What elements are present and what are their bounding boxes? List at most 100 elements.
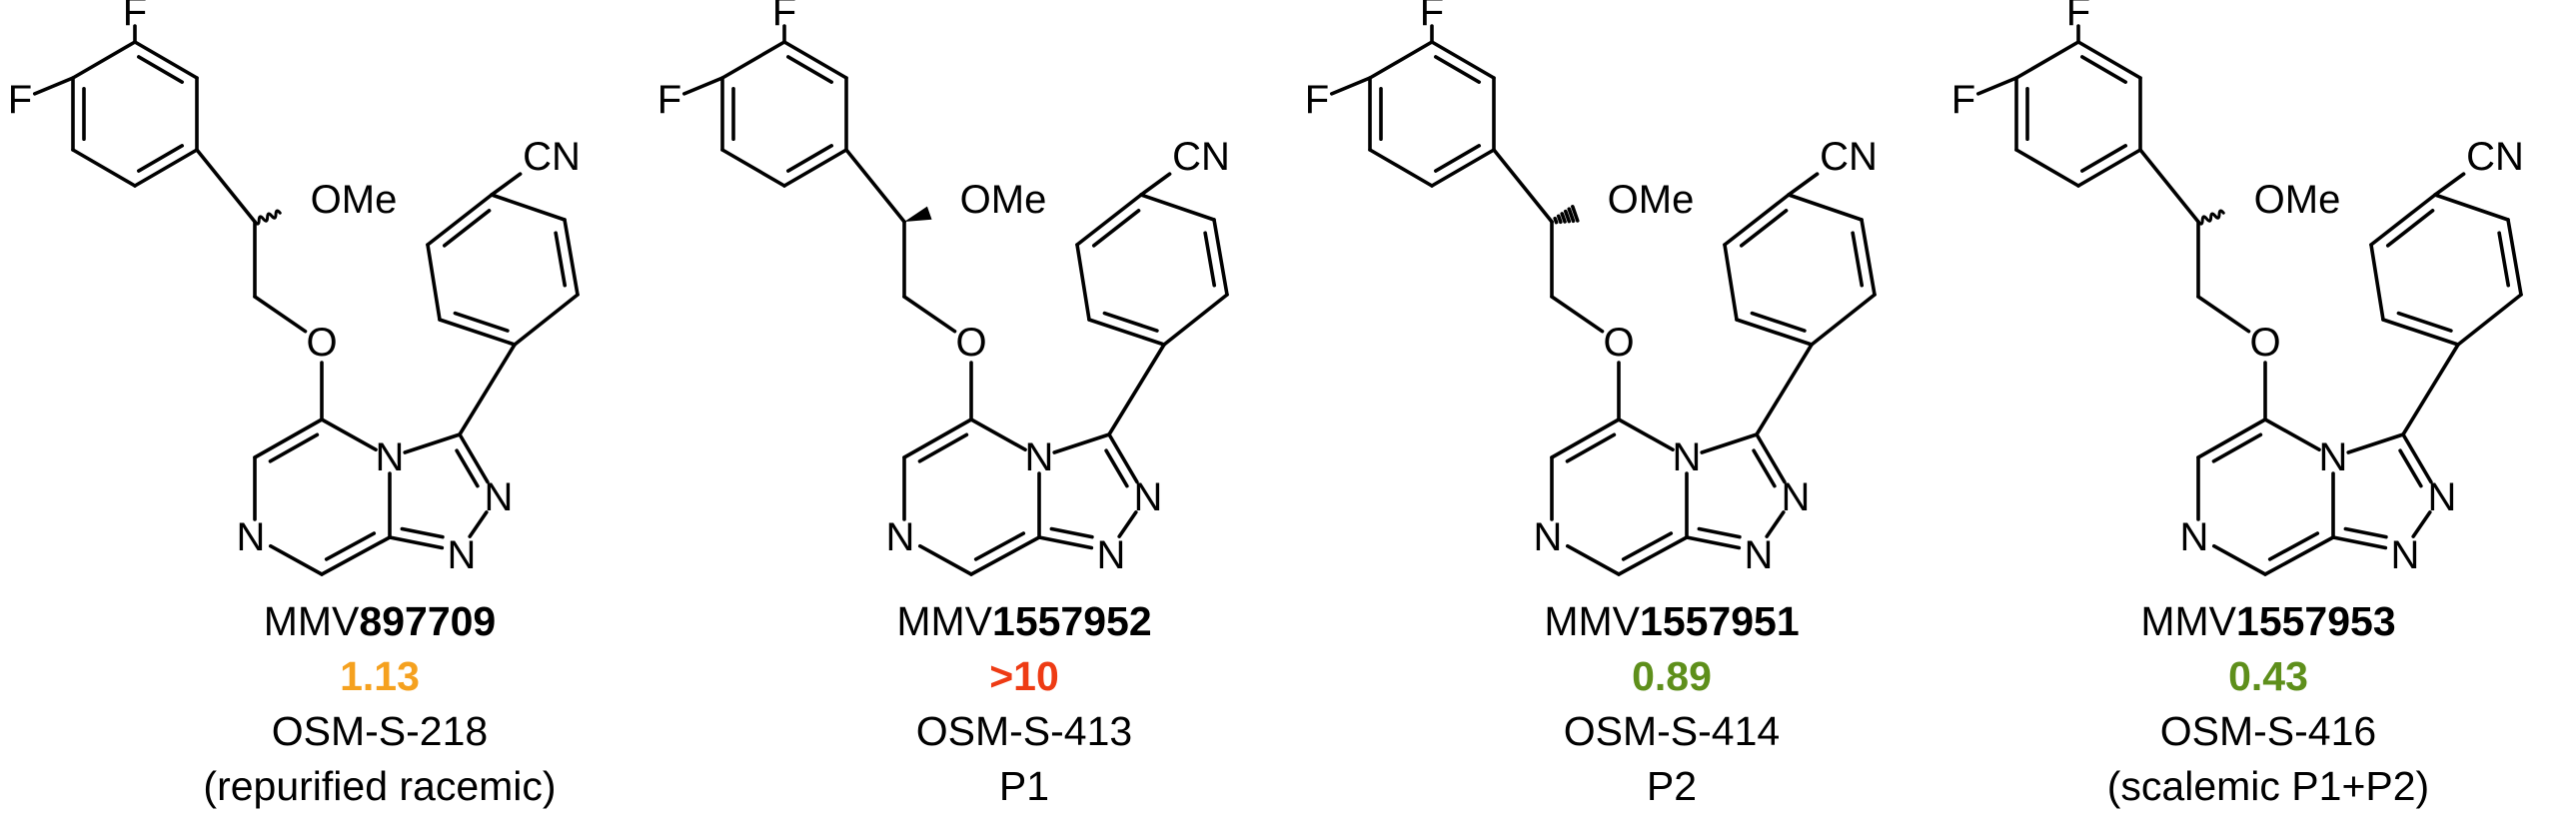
hash-stereo-bond [1556,214,1563,225]
double-bond-line [137,55,185,84]
osm-code: OSM-S-416 [2159,708,2377,754]
aryl-ch-bond [2138,148,2200,224]
double-bond-line [137,144,185,173]
biaryl-bond [1755,343,1814,436]
ring-bond [2411,510,2432,538]
id-prefix: MMV [1544,598,1641,644]
compound-caption-3: MMV1557951 0.89 OSM-S-414 P2 [1372,594,1971,814]
aryl-ring-bond [513,293,580,347]
double-bond-line [1104,448,1129,488]
compound-caption-1: MMV897709 1.13 OSM-S-218 (repurified rac… [80,594,679,814]
aryl-ring-bond [2506,218,2523,297]
compound-note: P1 [998,763,1050,809]
aryl-cn-bond [1139,172,1172,197]
double-bond-line [453,311,510,333]
ring-bond [268,543,324,576]
double-bond-line [442,209,492,248]
ring-bond [1117,510,1138,538]
double-bond-line [1851,231,1865,288]
ic50-value: 0.43 [2228,653,2308,699]
nitrogen-atom-label: N [2180,515,2209,559]
ring-bond [2346,432,2405,454]
ring-bond [253,418,324,459]
aryl-ring-bond [2014,148,2080,188]
double-bond-line [1434,55,1482,84]
hash-stereo-bond [1563,209,1572,224]
compound-id: MMV1557951 [1372,594,1971,649]
double-bond-line [2267,531,2320,561]
ring-bond [1052,432,1111,454]
double-bond-line [455,448,480,488]
double-bond-line [2396,311,2453,333]
aryl-ring-bond [1368,148,1434,188]
aryl-ring-bond [2456,293,2523,347]
ring-bond [1617,418,1675,451]
double-bond-line [2080,55,2128,84]
compound-note: (scalemic P1+P2) [2106,763,2430,809]
ring-bond [458,432,490,484]
methoxy-label: OMe [311,178,398,222]
aryl-ring-bond [438,318,517,347]
aryl-cn-bond [2433,172,2466,197]
aryl-ring-bond [426,243,442,322]
double-bond-line [786,144,834,173]
fluorine-atom-label: F [123,0,147,34]
aryl-ring-bond [71,40,137,80]
id-prefix: MMV [896,598,993,644]
nitrile-label: CN [1820,135,1878,179]
ring-bond [468,510,489,538]
ch2-o-bond [2196,295,2251,334]
compound-id: MMV1557953 [1968,594,2568,649]
nitrogen-atom-label: N [376,435,405,479]
aryl-ring-bond [1787,193,1864,222]
fluorine-atom-label: F [772,0,796,34]
nitrogen-atom-label: N [1782,475,1811,519]
aryl-ring-bond [1139,193,1216,222]
compound-note: (repurified racemic) [203,763,557,809]
nitrile-label: CN [1172,135,1230,179]
aryl-ring-bond [2076,40,2142,80]
double-bond-line [1102,311,1159,333]
double-bond-line [1091,209,1141,248]
aryl-ring-bond [2433,193,2510,222]
ring-bond [2263,418,2321,451]
aryl-ring-bond [2014,40,2080,80]
compound-id: MMV897709 [80,594,679,649]
aryl-ring-bond [1430,40,1496,80]
double-bond-line [1434,144,1482,173]
aryl-ring-bond [782,148,848,188]
methoxy-label: OMe [960,178,1047,222]
fluorine-atom-label: F [1420,0,1444,34]
ring-bond [2331,535,2388,550]
id-number: 1557953 [2236,598,2396,644]
ring-bond [320,418,378,451]
aryl-ring-bond [1212,218,1229,297]
osm-code: OSM-S-218 [271,708,489,754]
double-bond-line [2080,144,2128,173]
double-bond-line [400,526,445,539]
nitrogen-atom-label: N [237,515,266,559]
double-bond-line [1565,432,1617,463]
double-bond-line [1697,526,1742,539]
aryl-ring-bond [782,40,848,80]
aryl-cn-bond [1787,172,1820,197]
nitrogen-atom-label: N [448,533,477,577]
aryl-ring-bond [2076,148,2142,188]
ring-bond [917,543,973,576]
aryl-ch-bond [1492,148,1554,224]
double-bond-line [786,55,834,84]
double-bond-line [973,531,1026,561]
ring-bond [2401,432,2433,484]
ring-bond [2211,543,2267,576]
hash-stereo-bond [1571,205,1580,223]
double-bond-line [1739,209,1789,248]
double-bond-line [1203,231,1217,288]
nitrogen-atom-label: N [1534,515,1563,559]
nitrogen-atom-label: N [1025,435,1054,479]
nitrogen-atom-label: N [2391,533,2420,577]
c-f-bond [1329,76,1372,96]
ring-bond [388,535,445,550]
biaryl-bond [458,343,517,436]
